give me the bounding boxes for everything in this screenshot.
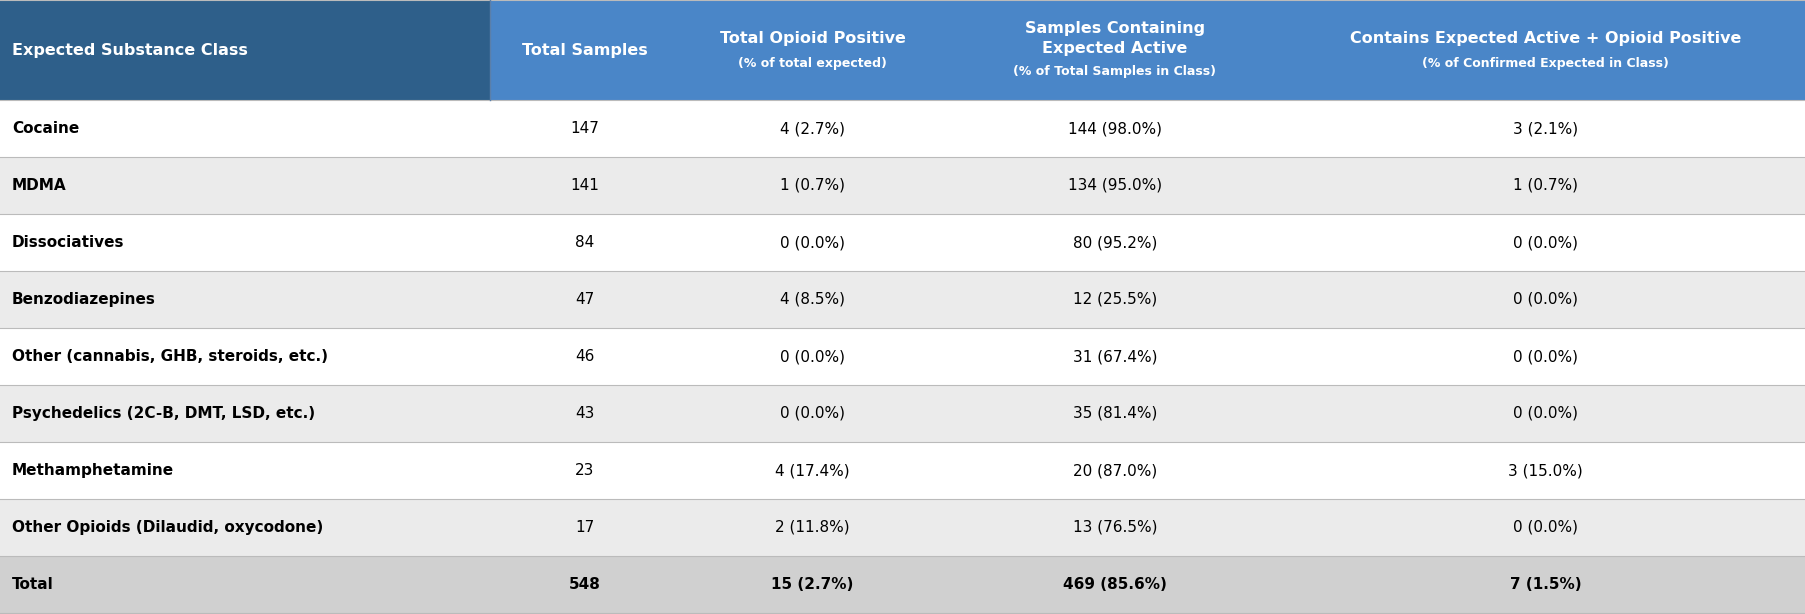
Text: 2 (11.8%): 2 (11.8%)	[774, 520, 850, 535]
Text: Expected Active: Expected Active	[1041, 41, 1188, 55]
Text: 4 (2.7%): 4 (2.7%)	[780, 121, 845, 136]
Bar	[0, 271, 1805, 328]
Text: 144 (98.0%): 144 (98.0%)	[1067, 121, 1161, 136]
Bar	[0, 214, 1805, 271]
Text: Total: Total	[13, 577, 54, 592]
Text: 80 (95.2%): 80 (95.2%)	[1072, 235, 1157, 250]
Text: 4 (8.5%): 4 (8.5%)	[780, 292, 845, 307]
Text: 469 (85.6%): 469 (85.6%)	[1063, 577, 1166, 592]
Bar	[0, 0, 489, 100]
Text: 46: 46	[576, 349, 594, 364]
Text: Benzodiazepines: Benzodiazepines	[13, 292, 155, 307]
Text: 23: 23	[576, 463, 594, 478]
Text: 43: 43	[576, 406, 594, 421]
Text: Other Opioids (Dilaudid, oxycodone): Other Opioids (Dilaudid, oxycodone)	[13, 520, 323, 535]
Text: 548: 548	[569, 577, 601, 592]
Text: 3 (15.0%): 3 (15.0%)	[1507, 463, 1581, 478]
Text: Other (cannabis, GHB, steroids, etc.): Other (cannabis, GHB, steroids, etc.)	[13, 349, 329, 364]
Text: 47: 47	[576, 292, 594, 307]
Bar	[0, 442, 1805, 499]
Bar	[489, 0, 1805, 100]
Bar	[0, 100, 1805, 157]
Text: 35 (81.4%): 35 (81.4%)	[1072, 406, 1157, 421]
Text: 0 (0.0%): 0 (0.0%)	[1513, 235, 1578, 250]
Text: 20 (87.0%): 20 (87.0%)	[1072, 463, 1157, 478]
Text: 141: 141	[570, 178, 599, 193]
Bar	[0, 328, 1805, 385]
Bar	[0, 385, 1805, 442]
Text: 13 (76.5%): 13 (76.5%)	[1072, 520, 1157, 535]
Text: Psychedelics (2C-B, DMT, LSD, etc.): Psychedelics (2C-B, DMT, LSD, etc.)	[13, 406, 314, 421]
Text: 147: 147	[570, 121, 599, 136]
Text: Samples Containing: Samples Containing	[1025, 20, 1204, 36]
Text: 15 (2.7%): 15 (2.7%)	[771, 577, 854, 592]
Text: Expected Substance Class: Expected Substance Class	[13, 42, 247, 58]
Text: Contains Expected Active + Opioid Positive: Contains Expected Active + Opioid Positi…	[1348, 31, 1740, 45]
Text: 3 (2.1%): 3 (2.1%)	[1513, 121, 1578, 136]
Text: (% of total expected): (% of total expected)	[738, 58, 886, 71]
Text: 0 (0.0%): 0 (0.0%)	[780, 349, 845, 364]
Text: 1 (0.7%): 1 (0.7%)	[1513, 178, 1578, 193]
Text: 0 (0.0%): 0 (0.0%)	[1513, 292, 1578, 307]
Text: 17: 17	[576, 520, 594, 535]
Text: 7 (1.5%): 7 (1.5%)	[1509, 577, 1581, 592]
Text: 12 (25.5%): 12 (25.5%)	[1072, 292, 1157, 307]
Bar	[0, 157, 1805, 214]
Text: Dissociatives: Dissociatives	[13, 235, 125, 250]
Text: 0 (0.0%): 0 (0.0%)	[780, 235, 845, 250]
Text: 31 (67.4%): 31 (67.4%)	[1072, 349, 1157, 364]
Text: 0 (0.0%): 0 (0.0%)	[1513, 406, 1578, 421]
Text: (% of Confirmed Expected in Class): (% of Confirmed Expected in Class)	[1421, 58, 1668, 71]
Bar	[0, 499, 1805, 556]
Text: MDMA: MDMA	[13, 178, 67, 193]
Text: Total Samples: Total Samples	[522, 42, 648, 58]
Text: 84: 84	[576, 235, 594, 250]
Text: 1 (0.7%): 1 (0.7%)	[780, 178, 845, 193]
Text: Methamphetamine: Methamphetamine	[13, 463, 173, 478]
Text: 0 (0.0%): 0 (0.0%)	[780, 406, 845, 421]
Text: 134 (95.0%): 134 (95.0%)	[1067, 178, 1161, 193]
Text: (% of Total Samples in Class): (% of Total Samples in Class)	[1013, 66, 1217, 79]
Bar	[0, 556, 1805, 613]
Text: 0 (0.0%): 0 (0.0%)	[1513, 520, 1578, 535]
Text: Total Opioid Positive: Total Opioid Positive	[718, 31, 904, 45]
Text: 0 (0.0%): 0 (0.0%)	[1513, 349, 1578, 364]
Text: Cocaine: Cocaine	[13, 121, 79, 136]
Text: 4 (17.4%): 4 (17.4%)	[774, 463, 850, 478]
